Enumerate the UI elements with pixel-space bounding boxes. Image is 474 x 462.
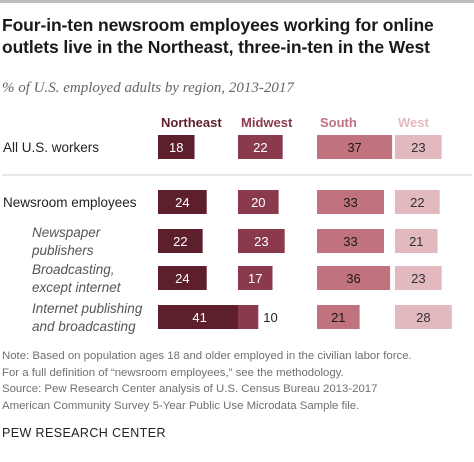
bar-south bbox=[317, 135, 393, 159]
bar-midwest bbox=[238, 305, 259, 329]
bar-west bbox=[395, 305, 452, 329]
bar-value-label: 24 bbox=[175, 195, 189, 210]
bar-value-label: 33 bbox=[343, 234, 357, 249]
bar-value-label: 23 bbox=[411, 140, 425, 155]
bar-northeast bbox=[158, 266, 207, 290]
chart-notes: Note: Based on population ages 18 and ol… bbox=[2, 348, 470, 414]
bar-south bbox=[317, 266, 391, 290]
bar-value-label: 22 bbox=[173, 234, 187, 249]
bar-midwest bbox=[238, 190, 279, 214]
source-line: Source: Pew Research Center analysis of … bbox=[2, 383, 378, 396]
column-header-west: West bbox=[398, 115, 429, 130]
bar-west bbox=[395, 266, 442, 290]
top-rule bbox=[0, 0, 474, 3]
bar-value-label: 22 bbox=[253, 140, 267, 155]
bar-value-label: 28 bbox=[416, 310, 430, 325]
bar-value-label: 23 bbox=[254, 234, 268, 249]
column-header-northeast: Northeast bbox=[161, 115, 222, 130]
chart-title: Four-in-ten newsroom employees working f… bbox=[2, 15, 434, 57]
bar-value-label: 21 bbox=[409, 234, 423, 249]
bar-value-label: 36 bbox=[346, 271, 360, 286]
row-label: Newsroom employees bbox=[3, 195, 137, 210]
bar-south bbox=[317, 190, 384, 214]
bar-value-label: 21 bbox=[331, 310, 345, 325]
bar-midwest bbox=[238, 266, 273, 290]
bar-value-label: 24 bbox=[175, 271, 189, 286]
bar-west bbox=[395, 135, 442, 159]
bar-south bbox=[317, 229, 384, 253]
row-label: Broadcasting, bbox=[32, 262, 115, 277]
bar-value-label: 20 bbox=[251, 195, 265, 210]
note-line: Note: Based on population ages 18 and ol… bbox=[2, 350, 412, 362]
row-label: publishers bbox=[31, 243, 94, 258]
bar-value-label: 18 bbox=[169, 140, 183, 155]
bar-chart: Northeast Midwest South West All U.S. worker… bbox=[2, 115, 472, 334]
bar-northeast bbox=[158, 135, 195, 159]
bar-northeast bbox=[158, 190, 207, 214]
source-line: American Community Survey 5-Year Public … bbox=[2, 399, 360, 412]
bar-west bbox=[395, 190, 440, 214]
bar-west bbox=[395, 229, 438, 253]
column-header-south: South bbox=[320, 115, 357, 130]
bar-value-label: 37 bbox=[347, 140, 361, 155]
bar-value-label: 17 bbox=[248, 271, 262, 286]
bar-value-label: 22 bbox=[410, 195, 424, 210]
bar-value-label: 41 bbox=[192, 310, 206, 325]
row-label: Newspaper bbox=[32, 225, 101, 240]
column-header-midwest: Midwest bbox=[241, 115, 293, 130]
row-label: All U.S. workers bbox=[3, 140, 99, 155]
brand-label: PEW RESEARCH CENTER bbox=[2, 426, 166, 440]
bar-northeast bbox=[158, 305, 242, 329]
bar-value-label: 33 bbox=[343, 195, 357, 210]
bar-northeast bbox=[158, 229, 203, 253]
bar-value-label: 10 bbox=[263, 310, 277, 325]
row-label: Internet publishing bbox=[32, 301, 143, 316]
bar-value-label: 23 bbox=[411, 271, 425, 286]
note-line: For a full definition of “newsroom emplo… bbox=[2, 366, 344, 379]
row-label: and broadcasting bbox=[32, 319, 136, 334]
bar-midwest bbox=[238, 229, 285, 253]
bar-south bbox=[317, 305, 360, 329]
bar-midwest bbox=[238, 135, 283, 159]
chart-subtitle: % of U.S. employed adults by region, 201… bbox=[2, 80, 294, 96]
row-label: except internet bbox=[32, 280, 122, 295]
